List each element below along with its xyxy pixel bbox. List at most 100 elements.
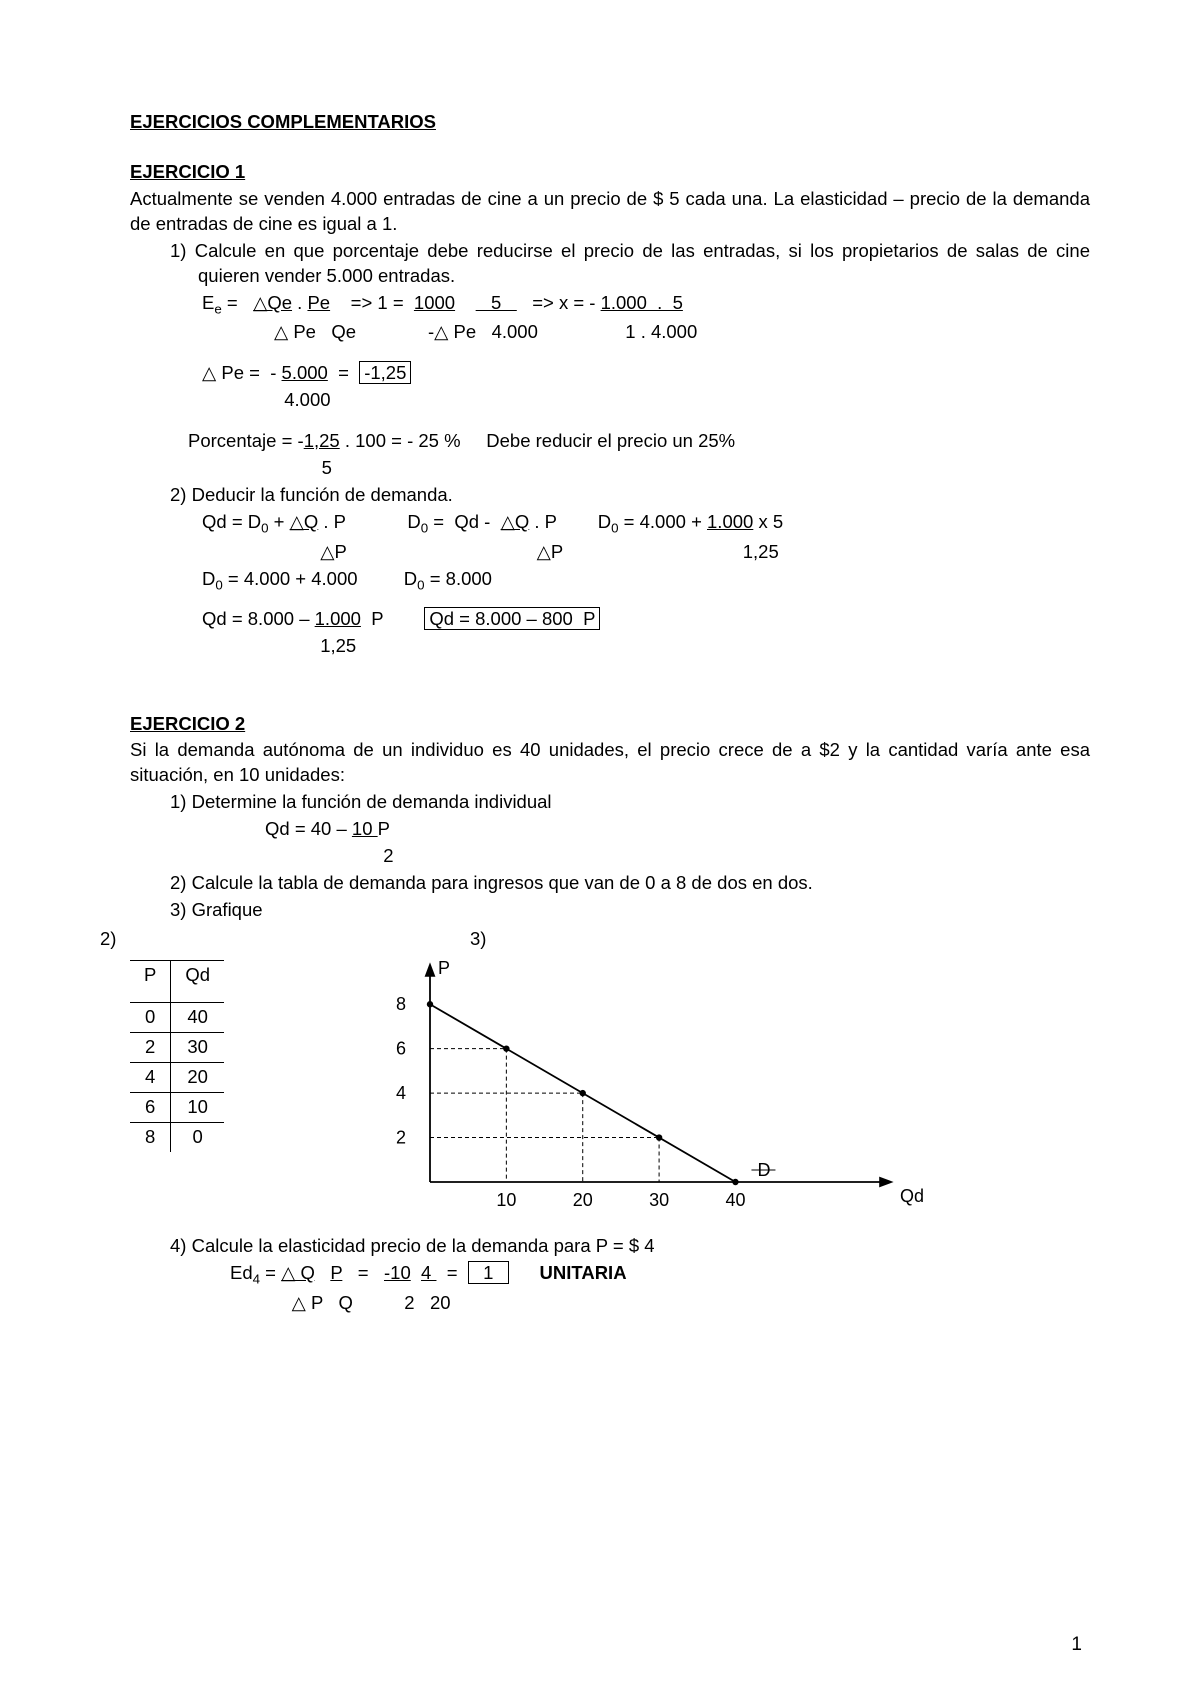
txt: 4 (421, 1262, 436, 1283)
exercise2-q2: 2) Calcule la tabla de demanda para ingr… (170, 871, 1090, 896)
svg-text:Qd: Qd (900, 1186, 924, 1206)
txt: 1.000 (707, 511, 753, 532)
exercise2-header: EJERCICIO 2 (130, 712, 1090, 737)
table-cell: 4 (130, 1063, 171, 1093)
ex1-eq1c: △ Pe = - 5.000 = -1,25 (202, 361, 1090, 386)
spacer (130, 597, 1090, 607)
table-cell: 20 (171, 1063, 224, 1093)
exercise2-q4: 4) Calcule la elasticidad precio de la d… (170, 1234, 1090, 1259)
label-2: 2) (100, 927, 310, 952)
boxed-result: -1,25 (359, 361, 411, 384)
txt: = (342, 1262, 384, 1283)
txt: Qd = D (202, 511, 261, 532)
exercise1-q2: 2) Deducir la función de demanda. (170, 483, 1090, 508)
txt: = (222, 292, 253, 313)
txt: = 8.000 (425, 568, 492, 589)
label-3: 3) (470, 927, 1090, 952)
txt: = 4.000 + (619, 511, 707, 532)
table-row: 610 (130, 1093, 224, 1123)
exercise2-q1: 1) Determine la función de demanda indiv… (170, 790, 1090, 815)
exercise1-intro: Actualmente se venden 4.000 entradas de … (130, 187, 1090, 237)
table-cell: 8 (130, 1123, 171, 1152)
txt: 1,25 (304, 430, 340, 451)
exercise1-q1: 1) Calcule en que porcentaje debe reduci… (170, 239, 1090, 289)
sub: 0 (215, 578, 222, 593)
txt: P (361, 608, 424, 629)
txt: 1.000 . 5 (601, 292, 683, 313)
txt: 5 (476, 292, 517, 313)
txt: => 1 = (330, 292, 414, 313)
page: EJERCICIOS COMPLEMENTARIOS EJERCICIO 1 A… (0, 0, 1200, 1698)
txt (315, 1262, 330, 1283)
spacer (130, 661, 1090, 687)
ex1-eq1d: 4.000 (202, 388, 1090, 413)
txt: △ Pe = - (202, 362, 282, 383)
exercise1-header: EJERCICIO 1 (130, 160, 1090, 185)
txt: D (202, 568, 215, 589)
table-cell: 0 (130, 1003, 171, 1033)
exercise2-q3: 3) Grafique (170, 898, 1090, 923)
txt: △Q (501, 511, 530, 532)
txt: x 5 (753, 511, 783, 532)
sub: 0 (421, 521, 428, 536)
exercise2-intro: Si la demanda autónoma de un individuo e… (130, 738, 1090, 788)
ex2-eq1: Qd = 40 – 10 P (265, 817, 1090, 842)
ex1-eq2e: 1,25 (202, 634, 1090, 659)
sub: 0 (417, 578, 424, 593)
txt: = 4.000 + 4.000 D (223, 568, 417, 589)
table-row: 040 (130, 1003, 224, 1033)
table-header: Qd (171, 961, 224, 1003)
txt: 1.000 (315, 608, 361, 629)
txt: Ed (230, 1262, 253, 1283)
txt: = Qd - (428, 511, 500, 532)
txt: P (330, 1262, 342, 1283)
txt: E (202, 292, 214, 313)
row-table-chart: 2) PQd04023042061080 3) PQd246810203040D (130, 927, 1090, 1234)
table-cell: 30 (171, 1033, 224, 1063)
svg-text:20: 20 (573, 1190, 593, 1210)
txt-bold: UNITARIA (540, 1262, 627, 1283)
ex2-eq1b: 2 (265, 844, 1090, 869)
svg-text:8: 8 (396, 994, 406, 1014)
txt: = (436, 1262, 467, 1283)
txt: Porcentaje = - (188, 430, 304, 451)
ex1-eq1e: Porcentaje = -1,25 . 100 = - 25 % Debe r… (188, 429, 1090, 454)
ex1-eq2a: Qd = D0 + △Q . P D0 = Qd - △Q . P D0 = 4… (202, 510, 1090, 538)
ex1-eq2c: D0 = 4.000 + 4.000 D0 = 8.000 (202, 567, 1090, 595)
txt: Qd = 8.000 – (202, 608, 315, 629)
txt: △Qe (253, 292, 292, 313)
svg-text:30: 30 (649, 1190, 669, 1210)
txt: -10 (384, 1262, 411, 1283)
svg-text:P: P (438, 958, 450, 978)
txt: 5.000 (282, 362, 328, 383)
page-number: 1 (1071, 1632, 1082, 1658)
txt: Pe (307, 292, 330, 313)
sub: e (214, 302, 221, 317)
demand-table: PQd04023042061080 (130, 960, 224, 1152)
svg-text:40: 40 (725, 1190, 745, 1210)
txt: P (378, 818, 390, 839)
spacer (130, 347, 1090, 361)
txt (411, 1262, 421, 1283)
txt: + (269, 511, 290, 532)
ex1-eq1b: △ Pe Qe -△ Pe 4.000 1 . 4.000 (202, 320, 1090, 345)
txt (455, 292, 476, 313)
txt: △ Q (281, 1262, 315, 1283)
sub: 0 (611, 521, 618, 536)
table-cell: 2 (130, 1033, 171, 1063)
col-table: 2) PQd04023042061080 (130, 927, 310, 1152)
ex1-eq2d: Qd = 8.000 – 1.000 P Qd = 8.000 – 800 P (202, 607, 1090, 632)
txt: △Q (290, 511, 319, 532)
chart-svg: PQd246810203040D (370, 954, 930, 1224)
txt: = (328, 362, 359, 383)
table-cell: 40 (171, 1003, 224, 1033)
svg-text:10: 10 (496, 1190, 516, 1210)
svg-text:2: 2 (396, 1128, 406, 1148)
table-cell: 0 (171, 1123, 224, 1152)
spacer (130, 415, 1090, 429)
sub: 4 (253, 1272, 260, 1287)
svg-text:6: 6 (396, 1039, 406, 1059)
table-cell: 10 (171, 1093, 224, 1123)
table-row: 230 (130, 1033, 224, 1063)
txt: . P D (529, 511, 611, 532)
